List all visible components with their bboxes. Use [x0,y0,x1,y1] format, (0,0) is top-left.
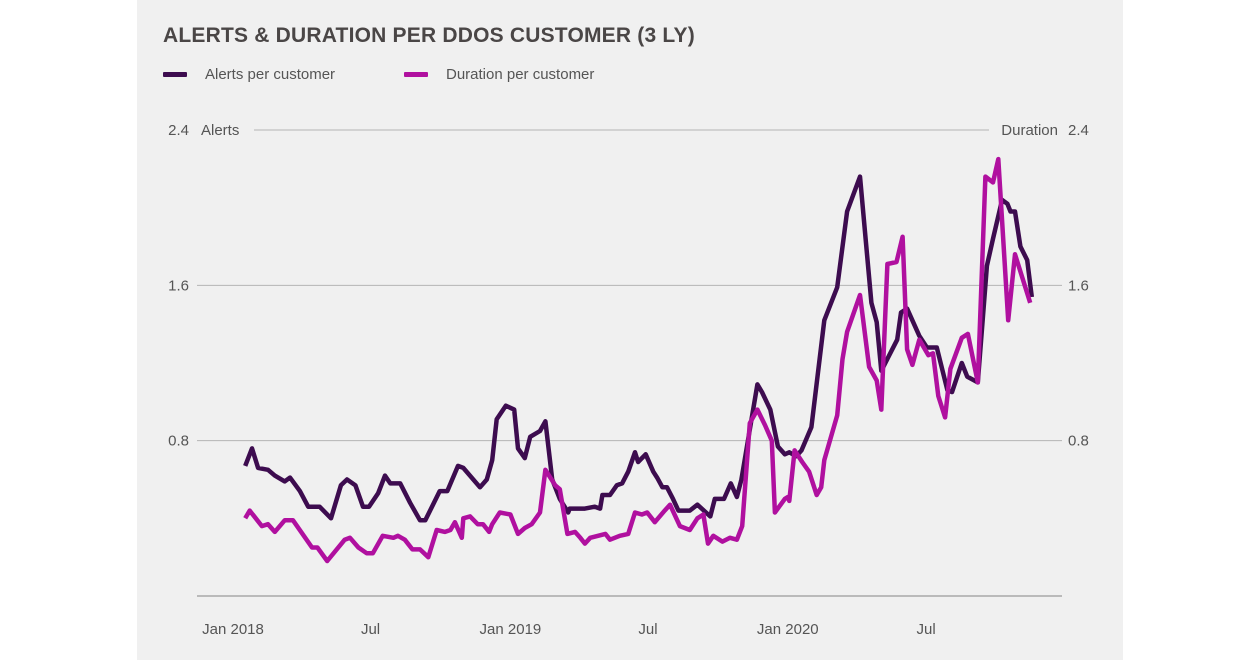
x-tick-label: Jan 2020 [757,621,819,638]
legend-swatch-alerts [163,72,187,77]
legend-label-duration: Duration per customer [446,66,595,83]
y-tick-label-right: 1.6 [1068,277,1089,294]
x-tick-label: Jan 2019 [480,621,542,638]
x-tick-label: Jul [638,621,657,638]
y-tick-label-left: 1.6 [168,277,189,294]
chart-panel [137,0,1123,660]
x-tick-label: Jul [361,621,380,638]
y-tick-label-right: 2.4 [1068,122,1089,139]
y-axis-title-left: Alerts [201,122,239,139]
y-tick-label-left: 0.8 [168,433,189,450]
series-line-duration [243,156,1033,564]
legend-swatch-duration [404,72,428,77]
legend-item-duration: Duration per customer [404,66,594,83]
y-tick-label-right: 0.8 [1068,433,1089,450]
legend-item-alerts: Alerts per customer [163,66,335,83]
chart-title: ALERTS & DURATION PER DDOS CUSTOMER (3 L… [163,24,695,47]
legend-label-alerts: Alerts per customer [205,66,336,83]
y-tick-label-left: 2.4 [168,122,189,139]
x-tick-label: Jan 2018 [202,621,264,638]
series-line-alerts [243,174,1035,523]
y-axis-title-right: Duration [1001,122,1058,139]
x-tick-label: Jul [917,621,936,638]
